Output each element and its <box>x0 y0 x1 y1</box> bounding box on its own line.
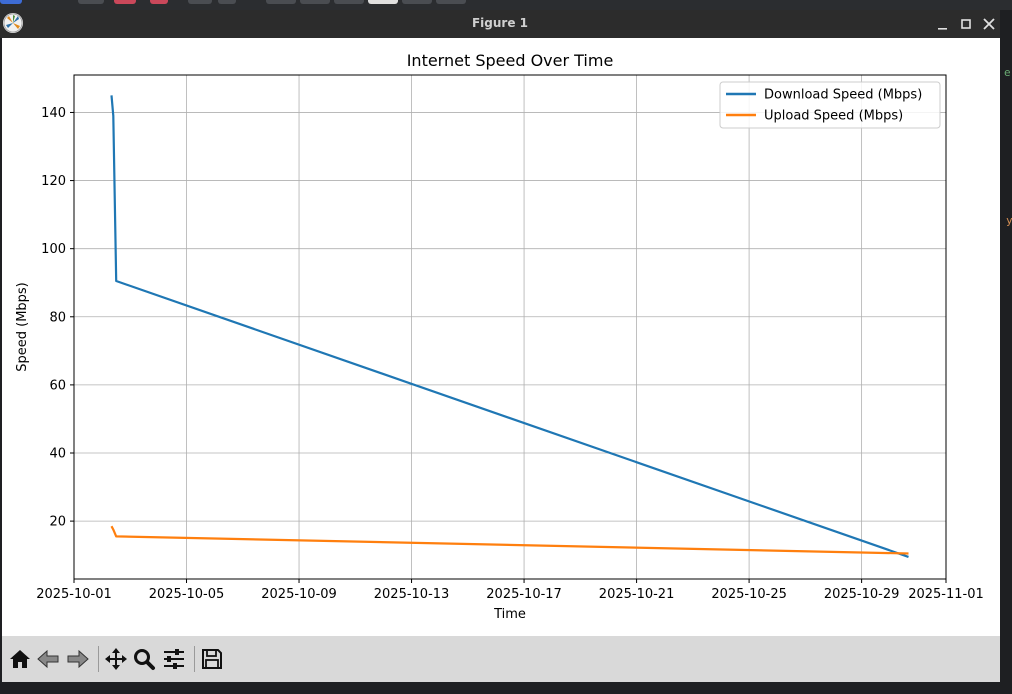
y-tick-label: 100 <box>41 242 66 257</box>
taskbar-item[interactable] <box>402 0 432 4</box>
maximize-icon <box>961 19 971 29</box>
y-axis-ticks: 20 40 60 80 100 120 140 <box>41 106 74 530</box>
taskbar-item[interactable] <box>368 0 398 4</box>
magnifier-icon <box>134 649 155 670</box>
chart-series <box>110 95 909 558</box>
minimize-icon <box>938 28 947 30</box>
configure-subplots-button[interactable] <box>162 647 186 671</box>
background-editor-strip: e y <box>1000 38 1012 694</box>
y-axis-label: Speed (Mbps) <box>15 282 30 372</box>
toolbar-separator <box>98 646 99 672</box>
background-editor-strip <box>0 682 1012 694</box>
x-tick-label: 2025-10-13 <box>374 587 450 602</box>
forward-button[interactable] <box>66 647 90 671</box>
x-tick-label: 2025-10-17 <box>486 587 562 602</box>
upload-speed-line <box>110 525 909 555</box>
taskbar-item[interactable] <box>78 0 104 4</box>
close-button[interactable] <box>979 14 999 34</box>
window-title: Figure 1 <box>471 16 529 30</box>
desktop-taskbar <box>0 0 1012 10</box>
y-tick-label: 140 <box>41 106 66 121</box>
maximize-button[interactable] <box>956 14 976 34</box>
navigation-toolbar <box>2 636 1000 682</box>
taskbar-item[interactable] <box>436 0 466 4</box>
x-tick-label: 2025-10-21 <box>599 587 675 602</box>
y-tick-label: 40 <box>49 447 66 462</box>
chart-legend: Download Speed (Mbps) Upload Speed (Mbps) <box>719 81 941 129</box>
sliders-icon <box>164 649 184 669</box>
home-icon <box>10 650 30 668</box>
taskbar-item[interactable] <box>188 0 212 4</box>
x-tick-label: 2025-10-29 <box>824 587 900 602</box>
taskbar-item[interactable] <box>266 0 296 4</box>
x-tick-label: 2025-10-01 <box>36 587 112 602</box>
arrow-left-icon <box>37 649 59 669</box>
toolbar-separator <box>194 646 195 672</box>
line-chart: 2025-10-01 2025-10-05 2025-10-09 2025-10-13… <box>15 51 984 622</box>
figure-canvas[interactable]: 2025-10-01 2025-10-05 2025-10-09 2025-10-13… <box>2 38 1000 636</box>
legend-label: Upload Speed (Mbps) <box>764 109 903 124</box>
taskbar-item[interactable] <box>300 0 330 4</box>
matplotlib-logo-icon <box>3 13 23 33</box>
x-axis-ticks: 2025-10-01 2025-10-05 2025-10-09 2025-10-13… <box>36 579 984 602</box>
window-titlebar[interactable]: Figure 1 <box>0 10 1000 38</box>
taskbar-item[interactable] <box>218 0 236 4</box>
y-tick-label: 60 <box>49 378 66 393</box>
legend-box <box>719 81 941 129</box>
zoom-button[interactable] <box>132 647 156 671</box>
taskbar-item[interactable] <box>114 0 136 4</box>
y-tick-label: 120 <box>41 174 66 189</box>
legend-label: Download Speed (Mbps) <box>764 88 922 103</box>
grid-lines <box>73 75 947 579</box>
back-button[interactable] <box>36 647 60 671</box>
x-axis-label: Time <box>493 607 526 622</box>
home-button[interactable] <box>8 647 32 671</box>
y-tick-label: 80 <box>49 310 66 325</box>
taskbar-item[interactable] <box>150 0 168 4</box>
minimize-button[interactable] <box>933 14 953 34</box>
taskbar-item[interactable] <box>334 0 364 4</box>
close-icon <box>983 18 995 30</box>
chart-title: Internet Speed Over Time <box>407 51 614 70</box>
y-tick-label: 20 <box>49 515 66 530</box>
move-icon <box>105 648 127 670</box>
x-tick-label: 2025-10-05 <box>149 587 225 602</box>
download-speed-line <box>110 95 909 558</box>
save-button[interactable] <box>200 647 224 671</box>
taskbar-item[interactable] <box>0 0 22 4</box>
arrow-right-icon <box>67 649 89 669</box>
axes-frame <box>73 74 947 580</box>
floppy-disk-icon <box>202 649 222 669</box>
pan-button[interactable] <box>104 647 128 671</box>
x-tick-label: 2025-10-09 <box>261 587 337 602</box>
x-tick-label: 2025-11-01 <box>908 587 984 602</box>
x-tick-label: 2025-10-25 <box>711 587 787 602</box>
